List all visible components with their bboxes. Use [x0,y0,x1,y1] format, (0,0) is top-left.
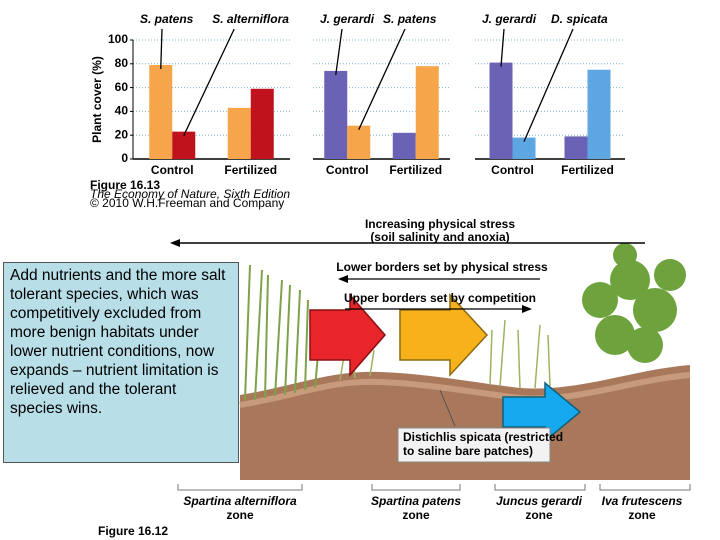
bar [250,88,274,159]
x-tick-label: Fertilized [224,163,277,177]
legend-pointer [500,28,505,67]
bar [564,136,588,159]
text-box: Add nutrients and the more salt tolerant… [3,262,239,463]
caption-label: Figure 16.13 [90,178,160,192]
bar [347,125,371,159]
zone-name: Juncus gerardi [496,494,583,508]
zone-name: Spartina patens [371,494,461,508]
zone-name: Iva frutescens [602,494,683,508]
bar [392,132,416,159]
bar [587,69,611,159]
zone-label: zone [402,508,430,522]
stress-title: Increasing physical stress [365,217,515,231]
bar [172,131,196,159]
legend-label: S. patens [383,12,437,26]
x-tick-label: Fertilized [389,163,442,177]
legend-pointer [523,28,574,142]
marsh-illustration [170,239,691,491]
x-tick-label: Control [326,163,369,177]
bar [415,66,439,159]
distichlis-label: to saline bare patches) [403,444,533,458]
bar [512,137,536,159]
legend-pointer [160,28,163,70]
upper-borders: Upper borders set by competition [344,291,536,305]
y-tick-label: 60 [115,80,129,94]
y-axis-label: Plant cover (%) [90,56,104,143]
caption-copyright: © 2010 W.H.Freeman and Company [90,196,284,210]
distichlis-label: Distichlis spicata (restricted [403,430,563,444]
y-tick-label: 80 [115,56,129,70]
zone-name: Spartina alterniflora [183,494,297,508]
caption-book: The Economy of Nature, Sixth Edition [90,187,290,201]
y-tick-label: 20 [115,127,129,141]
bar [227,107,251,159]
bar [324,70,348,159]
bar [489,62,513,159]
legend-label: S. patens [140,12,194,26]
lower-borders: Lower borders set by physical stress [336,260,548,274]
y-tick-label: 0 [121,151,128,165]
figure-label: Figure 16.12 [98,524,168,538]
legend-pointer [358,28,406,130]
legend-label: J. gerardi [482,12,537,26]
bar [149,64,173,159]
zone-label: zone [628,508,656,522]
y-tick-label: 100 [108,32,128,46]
x-tick-label: Fertilized [561,163,614,177]
legend-label: S. alterniflora [212,12,289,26]
x-tick-label: Control [491,163,534,177]
y-tick-label: 40 [115,104,129,118]
zone-label: zone [525,508,553,522]
legend-label: J. gerardi [320,12,375,26]
x-tick-label: Control [151,163,194,177]
legend-pointer [183,28,235,136]
legend-label: D. spicata [551,12,608,26]
stress-subtitle: (soil salinity and anoxia) [370,230,509,244]
legend-pointer [335,28,343,76]
zone-label: zone [226,508,254,522]
